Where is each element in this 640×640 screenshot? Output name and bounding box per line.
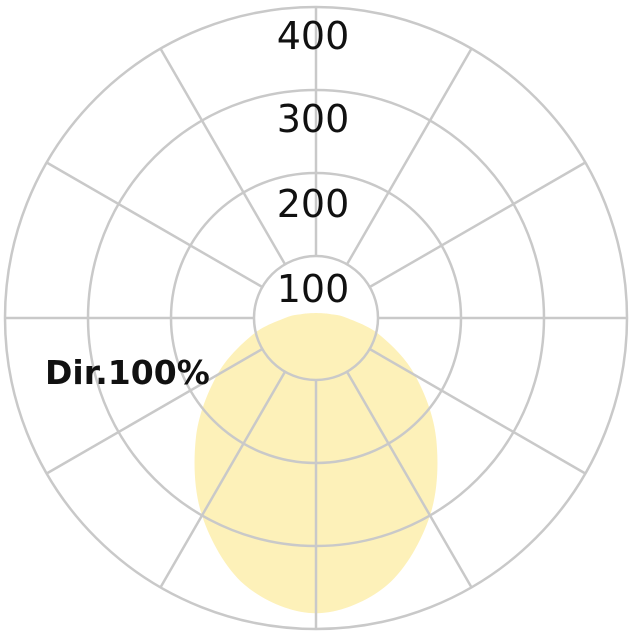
grid-spoke-240: [46, 161, 263, 289]
radial-tick-label-400: 400: [277, 14, 350, 58]
grid-spoke-150: [345, 48, 473, 265]
direct-percentage-annotation: Dir.100%: [45, 353, 210, 392]
grid-spoke-300: [46, 347, 263, 475]
radial-tick-label-100: 100: [277, 267, 350, 311]
grid-spoke-210: [159, 48, 287, 265]
radial-tick-label-300: 300: [277, 97, 350, 141]
grid-spoke-330: [159, 371, 287, 588]
grid-spoke-120: [369, 161, 586, 289]
grid-spoke-30: [345, 371, 473, 588]
radial-tick-label-200: 200: [277, 182, 350, 226]
grid-spoke-60: [369, 347, 586, 475]
